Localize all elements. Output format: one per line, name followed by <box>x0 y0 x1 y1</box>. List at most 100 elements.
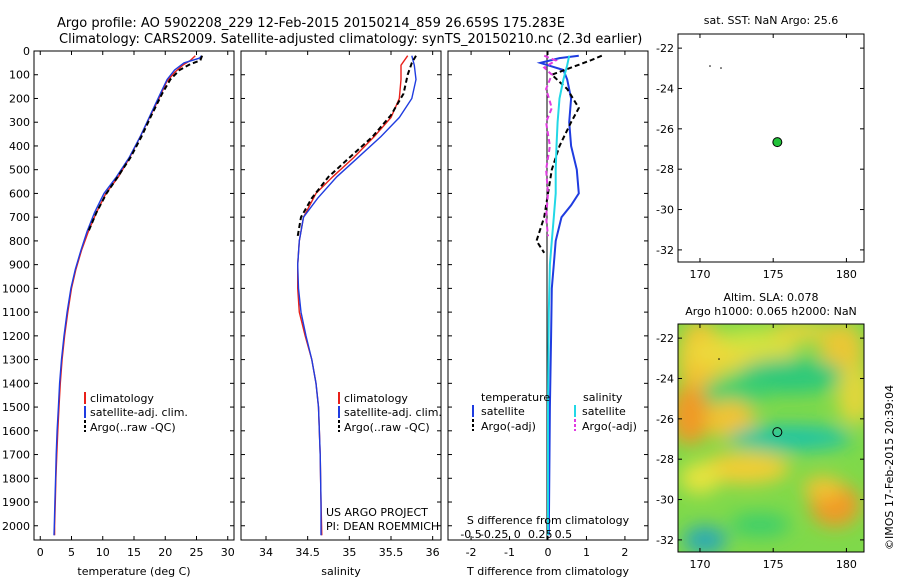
map-y-tick-label: -28 <box>656 163 674 176</box>
legend-label-s-argo: Argo(-adj) <box>582 420 637 433</box>
imos-credit: ©IMOS 17-Feb-2015 20:39:04 <box>883 385 896 550</box>
project-annotation-line2: PI: DEAN ROEMMICH <box>326 520 439 533</box>
sst-map-frame <box>677 33 865 263</box>
x-tick-label: 34.5 <box>295 546 320 559</box>
map-y-tick-label: -32 <box>656 534 674 547</box>
map-y-tick-label: -28 <box>656 453 674 466</box>
y-tick-label: 1800 <box>2 472 30 485</box>
x-tick-label: 30 <box>221 546 235 559</box>
map-y-tick-label: -22 <box>656 42 674 55</box>
y-tick-label: 2000 <box>2 520 30 533</box>
legend-label-argo: Argo(..raw -QC) <box>344 421 430 434</box>
sla-blob <box>700 378 770 406</box>
y-tick-label: 400 <box>9 140 30 153</box>
sla-blob <box>728 425 852 451</box>
y-tick-label: 0 <box>23 45 30 58</box>
figure-title-line1: Argo profile: AO 5902208_229 12-Feb-2015… <box>57 16 565 31</box>
sla-blob <box>683 526 727 552</box>
y-tick-label: 1900 <box>2 496 30 509</box>
y-tick-label: 1100 <box>2 306 30 319</box>
map-y-tick-label: -24 <box>656 372 674 385</box>
project-annotation-line1: US ARGO PROJECT <box>326 506 428 519</box>
y-tick-label: 100 <box>9 69 30 82</box>
sla-blob <box>837 365 864 425</box>
sla-map-axes: -22 -24 -26 -28 -30 -32 170 175 180 <box>656 324 864 571</box>
salinity-xlabel: salinity <box>321 565 361 578</box>
sla-map-frame <box>677 323 865 553</box>
series-line-t-satellite <box>536 54 580 536</box>
y-tick-label: 1000 <box>2 282 30 295</box>
x-tick-label: -2 <box>466 546 477 559</box>
difference-axes: -2 -1 0 1 2 -0.5-0.25 0 0.25 0.5 <box>448 50 648 559</box>
sla-blob <box>730 513 790 537</box>
sla-blob <box>803 476 843 500</box>
float-location-marker <box>772 137 783 148</box>
legend-label-satellite: satellite-adj. clim. <box>344 406 442 419</box>
x-tick-label: 20 <box>158 546 172 559</box>
x-tick-label: 2 <box>621 546 628 559</box>
sla-dot <box>718 358 720 360</box>
y-tick-label: 1600 <box>2 425 30 438</box>
series-line-satellite <box>53 55 203 536</box>
map-x-tick-label: 180 <box>836 268 857 281</box>
map-y-tick-label: -26 <box>656 413 674 426</box>
sla-map-title-line1: Altim. SLA: 0.078 <box>723 291 818 304</box>
figure-title-line2: Climatology: CARS2009. Satellite-adjuste… <box>59 32 642 47</box>
sla-map-title-line2: Argo h1000: 0.065 h2000: NaN <box>685 305 857 318</box>
sla-blob <box>770 324 830 342</box>
legend-label-argo: Argo(..raw -QC) <box>90 421 176 434</box>
y-tick-label: 800 <box>9 235 30 248</box>
x2-tick-label: 0.5 <box>555 528 573 541</box>
x-tick-label: 5 <box>68 546 75 559</box>
sla-blob <box>700 452 790 484</box>
temperature-axes: 0100200300400500600700800900100011001200… <box>2 45 235 559</box>
map-x-tick-label: 175 <box>763 558 784 571</box>
legend-label-t-satellite: satellite <box>481 405 525 418</box>
legend-label-climatology: climatology <box>90 392 154 405</box>
map-x-tick-label: 170 <box>689 268 710 281</box>
sst-map-title: sat. SST: NaN Argo: 25.6 <box>704 14 838 27</box>
temperature-series <box>53 55 204 536</box>
map-y-tick-label: -30 <box>656 494 674 507</box>
sst-dot-a <box>709 65 711 67</box>
sst-dot-b <box>720 67 722 69</box>
sla-heatmap <box>678 324 864 552</box>
x-tick-label: 25 <box>190 546 204 559</box>
salinity-panel-frame <box>240 50 442 541</box>
difference-legend: temperature salinity satellite Argo(-adj… <box>472 391 637 433</box>
difference-xlabel-s: S difference from climatology <box>467 514 630 527</box>
y-tick-label: 1300 <box>2 354 30 367</box>
y-tick-label: 500 <box>9 164 30 177</box>
legend-label-satellite: satellite-adj. clim. <box>90 406 188 419</box>
salinity-axes: 34 34.5 35 35.5 36 <box>241 50 441 559</box>
map-y-tick-label: -30 <box>656 204 674 217</box>
legend-header-salinity: salinity <box>583 391 623 404</box>
y-tick-label: 1700 <box>2 449 30 462</box>
x2-tick-label: 0.25 <box>528 528 553 541</box>
salinity-legend: climatology satellite-adj. clim. Argo(..… <box>338 392 442 434</box>
x-tick-label: -1 <box>504 546 515 559</box>
series-line-argo <box>296 55 417 237</box>
sla-map-marks <box>772 427 783 438</box>
series-line-satellite <box>296 55 417 536</box>
y-tick-label: 200 <box>9 92 30 105</box>
sla-heatmap-blobs <box>678 324 864 552</box>
map-y-tick-label: -24 <box>656 82 674 95</box>
sla-blob <box>680 462 720 494</box>
temperature-xlabel: temperature (deg C) <box>77 565 190 578</box>
x-tick-label: 10 <box>96 546 110 559</box>
legend-label-climatology: climatology <box>344 392 408 405</box>
series-line-argo <box>87 55 204 232</box>
series-line-t-argo <box>535 54 603 254</box>
map-x-tick-label: 170 <box>689 558 710 571</box>
sla-blob <box>678 385 710 445</box>
sst-map-marks <box>772 137 783 148</box>
x2-tick-label: 0 <box>514 528 521 541</box>
x-tick-label: 36 <box>426 546 440 559</box>
sst-map-axes: -22 -24 -26 -28 -30 -32 170 175 180 <box>656 34 864 281</box>
x-tick-label: 35.5 <box>379 546 404 559</box>
legend-header-temperature: temperature <box>481 391 550 404</box>
series-line-s-argo <box>542 54 558 237</box>
float-location-marker <box>772 427 783 438</box>
